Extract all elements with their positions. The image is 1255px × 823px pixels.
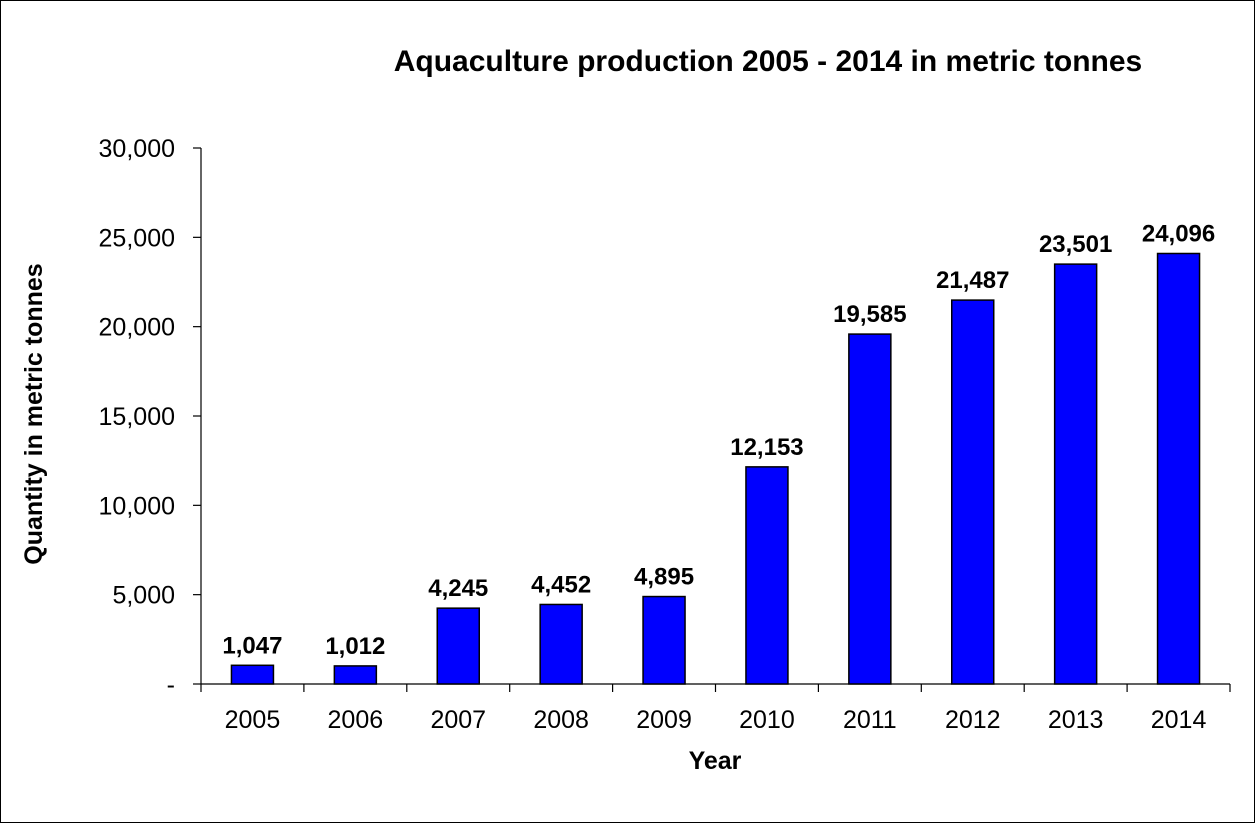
bar-2006 (333, 665, 378, 685)
chart-title: Aquaculture production 2005 - 2014 in me… (394, 45, 1143, 78)
data-label-2012: 21,487 (936, 267, 1009, 294)
y-tick-label: 15,000 (99, 403, 175, 431)
x-tick-label-2010: 2010 (739, 706, 795, 734)
bar-2009 (642, 595, 686, 685)
data-label-2005: 1,047 (222, 632, 282, 659)
y-axis-label: Quantity in metric tonnes (20, 263, 48, 564)
bar-2007 (436, 607, 480, 685)
plot-area: - 5,000 10,000 15,000 20,000 25,000 30,000 1,04… (99, 135, 1231, 734)
bar-2005 (230, 664, 275, 685)
y-tick-label: - (167, 671, 175, 699)
y-tick-label: 25,000 (99, 224, 175, 252)
x-axis-label: Year (689, 747, 742, 775)
bar-2012 (951, 299, 995, 685)
y-tick-label: 20,000 (99, 314, 175, 342)
x-tick-label-2014: 2014 (1151, 706, 1207, 734)
x-tick-label-2009: 2009 (636, 706, 692, 734)
data-label-2006: 1,012 (325, 633, 385, 660)
data-label-2007: 4,245 (428, 575, 488, 602)
data-label-2009: 4,895 (634, 564, 694, 591)
data-label-2010: 12,153 (730, 434, 803, 461)
x-tick-label-2006: 2006 (328, 706, 384, 734)
data-label-2008: 4,452 (531, 571, 591, 598)
bar-2013 (1053, 263, 1098, 685)
x-tick-label-2013: 2013 (1048, 706, 1104, 734)
x-tick-label-2008: 2008 (533, 706, 589, 734)
y-tick-label: 10,000 (99, 492, 175, 520)
bar-2008 (539, 603, 583, 685)
bar-2010 (745, 466, 789, 685)
bar-2011 (848, 333, 892, 685)
bar-2014 (1156, 252, 1201, 685)
y-tick-label: 5,000 (112, 582, 175, 610)
x-tick-label-2011: 2011 (843, 706, 897, 734)
y-tick-label: 30,000 (99, 135, 175, 163)
data-label-2014: 24,096 (1142, 220, 1215, 247)
x-tick-label-2012: 2012 (945, 706, 1001, 734)
data-label-2011: 19,585 (833, 301, 906, 328)
data-label-2013: 23,501 (1039, 231, 1112, 258)
x-tick-label-2007: 2007 (430, 706, 486, 734)
x-tick-label-2005: 2005 (225, 706, 281, 734)
